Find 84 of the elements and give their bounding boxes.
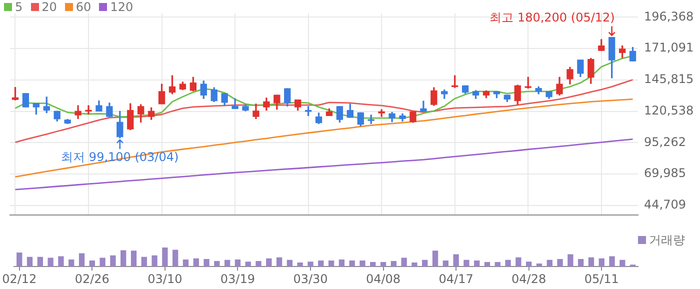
bar <box>89 260 95 267</box>
bar <box>328 260 334 267</box>
bar <box>141 256 147 267</box>
x-tick-label: 04/28 <box>512 272 546 286</box>
bar <box>26 256 33 267</box>
y-tick-label: 145,815 <box>644 72 694 86</box>
bar <box>68 260 74 267</box>
bar <box>214 261 220 267</box>
bar <box>256 261 262 267</box>
bar <box>505 260 511 267</box>
x-tick-label: 02/12 <box>2 272 37 286</box>
bar <box>370 262 376 267</box>
candlestick <box>85 105 92 114</box>
bar <box>474 260 480 267</box>
bar <box>37 256 43 267</box>
bar <box>318 260 324 267</box>
bar <box>432 250 438 267</box>
bar <box>526 262 532 267</box>
bar <box>308 262 314 267</box>
bar <box>162 247 168 267</box>
bar <box>16 252 22 267</box>
bar <box>48 258 54 267</box>
bar <box>380 262 386 267</box>
x-tick-label: 03/10 <box>148 272 182 286</box>
legend-label: 거래량 <box>649 233 685 247</box>
x-tick-label: 03/19 <box>220 272 256 286</box>
bar <box>557 258 563 267</box>
y-tick-label: 196,368 <box>644 9 694 24</box>
bar <box>588 257 594 267</box>
x-tick-label: 02/26 <box>74 272 110 286</box>
bar <box>442 260 448 267</box>
bar <box>422 260 428 267</box>
x-tick-label: 04/17 <box>438 272 474 286</box>
bar <box>276 257 282 267</box>
bar <box>78 253 85 267</box>
bar <box>598 258 604 267</box>
y-tick-label: 44,709 <box>644 198 686 212</box>
bar <box>182 260 189 267</box>
bar <box>58 256 64 267</box>
y-tick-label: 95,262 <box>644 134 686 149</box>
x-tick-label: 03/30 <box>293 272 328 286</box>
legend-label: 20 <box>42 0 57 14</box>
bar <box>110 255 116 267</box>
legend-label: 120 <box>110 0 134 14</box>
bar <box>546 260 552 267</box>
bar <box>578 258 584 267</box>
bar <box>120 250 126 267</box>
bar <box>338 260 345 267</box>
bar <box>152 255 158 267</box>
annotation: 최저 99,100 (03/04) <box>61 150 179 164</box>
bar <box>401 258 407 267</box>
bar <box>349 260 355 267</box>
bar <box>412 262 418 267</box>
candlestick <box>378 109 385 117</box>
bar <box>100 258 106 267</box>
bar <box>516 257 522 267</box>
bar <box>609 256 615 267</box>
bar <box>390 261 396 267</box>
x-tick-label: 05/11 <box>584 272 619 286</box>
bar <box>245 262 251 267</box>
bar <box>234 260 241 267</box>
bar <box>453 254 459 267</box>
bar <box>130 250 137 267</box>
bar <box>620 260 626 267</box>
bar <box>193 258 199 267</box>
y-tick-label: 69,985 <box>644 166 686 180</box>
bar <box>204 258 210 267</box>
y-tick-label: 171,091 <box>644 40 694 55</box>
bar <box>484 262 490 267</box>
bar <box>464 260 470 267</box>
y-tick-label: 120,538 <box>644 103 694 118</box>
legend-label: 5 <box>15 0 23 14</box>
bar <box>494 262 500 267</box>
bar <box>297 262 303 267</box>
bar <box>360 260 366 267</box>
bar <box>286 260 293 267</box>
bar <box>172 250 178 267</box>
annotation: 최고 180,200 (05/12) <box>490 10 615 24</box>
bar <box>266 258 272 267</box>
bar <box>224 260 230 267</box>
bar <box>536 263 542 267</box>
x-tick-label: 04/08 <box>366 272 401 286</box>
bar <box>568 254 574 267</box>
legend-label: 60 <box>76 0 92 14</box>
